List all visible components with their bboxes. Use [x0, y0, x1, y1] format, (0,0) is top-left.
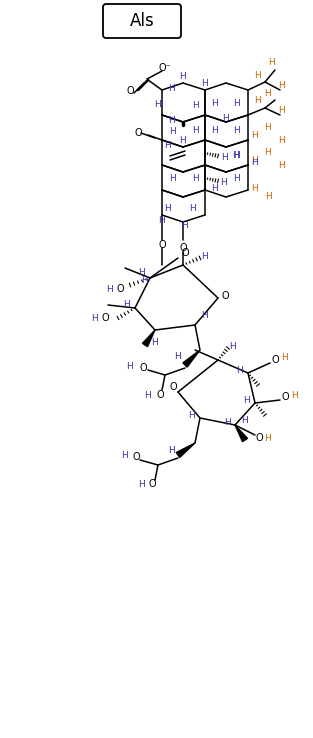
Text: H: H: [233, 151, 240, 159]
Polygon shape: [235, 425, 248, 441]
Text: O: O: [156, 390, 164, 400]
Text: H: H: [237, 365, 244, 374]
Text: O: O: [255, 433, 263, 443]
Text: O: O: [139, 363, 147, 373]
Text: H: H: [233, 173, 240, 182]
Text: H: H: [264, 89, 271, 97]
Text: H: H: [212, 184, 218, 193]
Text: H: H: [145, 390, 151, 399]
Text: O: O: [179, 243, 187, 253]
Polygon shape: [176, 443, 195, 458]
Text: H: H: [223, 114, 229, 123]
Text: H: H: [151, 337, 158, 347]
Text: H: H: [169, 446, 175, 455]
Text: H: H: [190, 204, 196, 213]
Text: H: H: [222, 153, 228, 162]
Text: H: H: [141, 275, 148, 285]
Text: H: H: [266, 191, 272, 201]
Text: O: O: [148, 479, 156, 489]
Text: Als: Als: [130, 12, 154, 30]
Text: H: H: [139, 267, 145, 277]
Text: H: H: [233, 151, 239, 159]
Text: H: H: [279, 160, 285, 170]
Text: O: O: [281, 392, 289, 402]
Text: O: O: [101, 313, 109, 323]
Text: H: H: [212, 98, 218, 108]
Text: H: H: [233, 125, 240, 134]
Text: O: O: [132, 452, 140, 462]
Polygon shape: [183, 350, 200, 367]
Text: O: O: [116, 284, 124, 294]
Text: H: H: [202, 78, 208, 88]
Text: H: H: [155, 100, 162, 108]
Polygon shape: [142, 330, 155, 347]
Text: H: H: [212, 125, 218, 134]
Text: H: H: [279, 106, 285, 114]
Text: H: H: [169, 116, 175, 125]
FancyBboxPatch shape: [103, 4, 181, 38]
Text: H: H: [264, 148, 271, 156]
Text: O: O: [271, 355, 279, 365]
Text: H: H: [282, 353, 288, 362]
Text: H: H: [159, 215, 165, 224]
Text: H: H: [233, 98, 240, 108]
Text: O: O: [221, 291, 229, 301]
Text: H: H: [107, 285, 113, 294]
Text: H: H: [221, 178, 227, 187]
Text: H: H: [175, 351, 181, 360]
Text: H: H: [279, 80, 285, 89]
Text: H: H: [189, 410, 195, 419]
Text: H: H: [269, 58, 275, 66]
Text: H: H: [252, 156, 258, 165]
Text: H: H: [170, 126, 176, 136]
Text: H: H: [124, 300, 131, 308]
Text: H: H: [254, 95, 261, 105]
Text: H: H: [139, 480, 145, 489]
Text: H: H: [202, 311, 208, 320]
Text: H: H: [122, 450, 128, 460]
Text: H: H: [170, 173, 176, 182]
Text: H: H: [225, 418, 231, 427]
Text: H: H: [165, 140, 172, 150]
Text: O: O: [126, 86, 134, 96]
Text: H: H: [169, 83, 175, 92]
Text: H: H: [242, 415, 249, 424]
Text: H: H: [182, 221, 188, 230]
Text: H: H: [292, 390, 298, 399]
Text: O: O: [134, 128, 142, 138]
Text: H: H: [165, 204, 172, 213]
Text: H: H: [279, 136, 285, 145]
Text: O: O: [158, 240, 166, 250]
Text: H: H: [127, 362, 133, 370]
Text: H: H: [92, 314, 98, 323]
Text: O: O: [169, 382, 177, 392]
Text: H: H: [252, 157, 258, 167]
Text: H: H: [192, 100, 199, 109]
Text: O: O: [181, 248, 189, 258]
Text: H: H: [192, 125, 199, 134]
Text: H: H: [244, 396, 250, 404]
Text: H: H: [192, 173, 199, 182]
Text: H: H: [252, 131, 258, 139]
Text: H: H: [254, 71, 261, 80]
Text: H: H: [264, 123, 271, 131]
Text: H: H: [202, 252, 208, 261]
Text: O⁻: O⁻: [159, 63, 172, 73]
Text: H: H: [180, 136, 186, 145]
Text: H: H: [230, 342, 236, 351]
Text: H: H: [264, 433, 271, 443]
Text: H: H: [180, 72, 186, 80]
Text: H: H: [252, 184, 258, 193]
